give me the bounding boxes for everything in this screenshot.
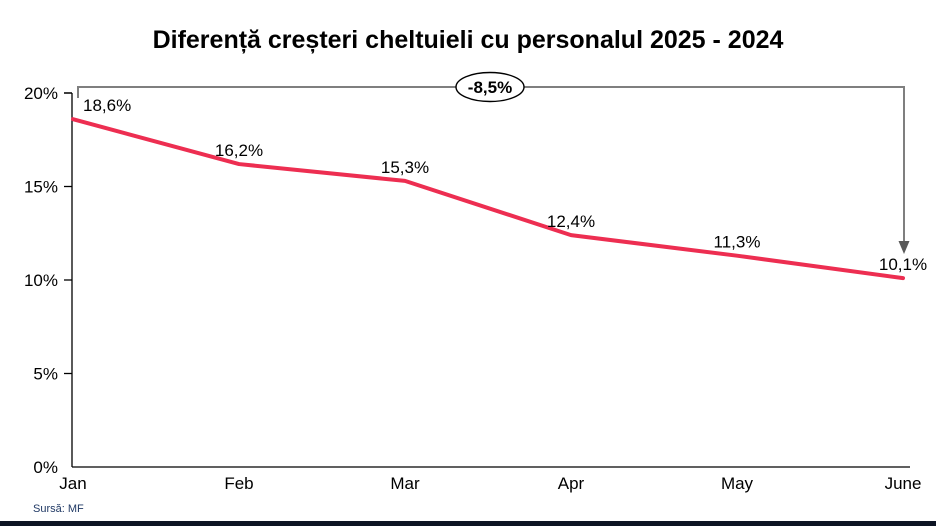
x-tick-label: May	[721, 474, 754, 493]
y-axis-labels: 0% 5% 10% 15% 20%	[24, 84, 58, 477]
series-line	[71, 117, 905, 281]
annotation-label: -8,5%	[468, 78, 512, 97]
chart-title: Diferență creșteri cheltuieli cu persona…	[152, 26, 784, 54]
point-labels: 18,6% 16,2% 15,3% 12,4% 11,3% 10,1%	[83, 96, 927, 274]
x-tick-label: Apr	[558, 474, 585, 493]
y-tick-label: 5%	[33, 365, 58, 384]
y-tick-label: 15%	[24, 178, 58, 197]
source-label: Sursă: MF	[33, 503, 84, 515]
x-axis-labels: Jan Feb Mar Apr May June	[59, 474, 921, 493]
x-tick-label: Jan	[59, 474, 86, 493]
annotation-ellipse	[455, 71, 525, 103]
point-label: 11,3%	[714, 233, 761, 252]
bottom-bar	[0, 521, 936, 526]
point-label: 16,2%	[215, 141, 263, 160]
point-label: 15,3%	[381, 158, 429, 177]
bracket-arrow-line	[77, 86, 905, 244]
x-tick-label: Mar	[390, 474, 420, 493]
y-tick-label: 20%	[24, 84, 58, 103]
y-axis-ticks	[64, 92, 72, 375]
point-label: 12,4%	[547, 212, 595, 231]
arrowhead-icon	[898, 241, 910, 254]
x-tick-label: Feb	[224, 474, 253, 493]
x-tick-label: June	[885, 474, 922, 493]
point-label: 18,6%	[83, 96, 131, 115]
y-tick-label: 0%	[33, 458, 58, 477]
y-tick-label: 10%	[24, 271, 58, 290]
point-label: 10,1%	[879, 255, 927, 274]
